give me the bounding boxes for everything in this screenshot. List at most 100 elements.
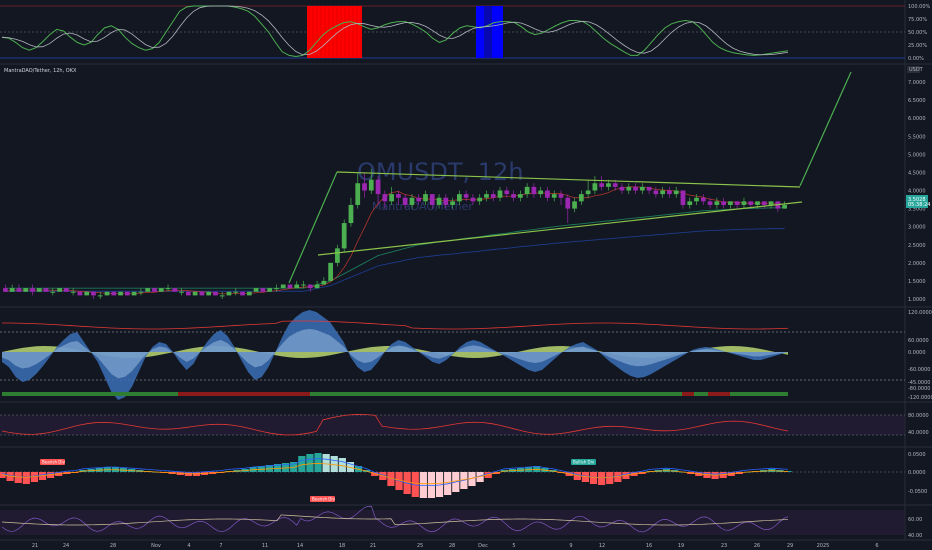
- macd-bar: [6, 472, 14, 481]
- candle-body: [667, 190, 672, 195]
- candle-body: [545, 190, 550, 198]
- candle-body: [599, 183, 605, 187]
- rsi-line: [1, 414, 789, 436]
- macd-bar: [468, 472, 476, 486]
- candle-body: [192, 291, 198, 296]
- time-axis-label: 4: [187, 543, 190, 549]
- macd-bar: [589, 472, 598, 484]
- candle-body: [294, 284, 300, 289]
- candle-body: [368, 179, 374, 191]
- candle-body: [206, 291, 212, 296]
- candle-body: [531, 186, 537, 195]
- candle-body: [578, 194, 584, 202]
- candle-body: [748, 201, 754, 205]
- bottom-osc-line: [1, 505, 789, 533]
- candle-body: [301, 284, 306, 286]
- candle-body: [429, 194, 435, 205]
- candle-body: [77, 291, 83, 296]
- candle-body: [158, 288, 164, 292]
- candle-body: [551, 194, 557, 198]
- candle-body: [734, 201, 740, 205]
- candle-body: [470, 197, 476, 202]
- candle-body: [504, 190, 510, 195]
- candle-body: [389, 194, 394, 202]
- candle-body: [111, 291, 117, 296]
- macd-tick-label: -0.0500: [908, 489, 927, 495]
- price-tick-label: 1.5000: [908, 279, 926, 285]
- candle-body: [213, 291, 218, 296]
- candle-body: [755, 201, 760, 205]
- candle-body: [402, 197, 408, 205]
- watermark-name: MantraDAO/Tether: [372, 200, 473, 213]
- candle-body: [741, 201, 747, 205]
- flagpole-line: [288, 171, 338, 284]
- macd-bar: [435, 472, 444, 497]
- price-tick-label: 4.0000: [908, 189, 926, 195]
- macd-bar: [14, 472, 22, 483]
- macd-bar: [281, 463, 290, 472]
- tick-label: 40.0000: [908, 430, 929, 436]
- candle-body: [274, 288, 279, 290]
- time-axis-label: Nov: [151, 543, 161, 549]
- macd-bar: [581, 472, 590, 482]
- candle-body: [443, 197, 449, 205]
- candle-body: [680, 190, 686, 205]
- currency-label: USDT: [909, 67, 924, 73]
- trend-bar-green: [694, 392, 708, 396]
- ma-mid-line: [5, 207, 785, 289]
- last-price-label: 3.5028: [908, 197, 926, 203]
- candle-body: [782, 204, 787, 209]
- candle-body: [382, 194, 388, 202]
- bottom-oscillator-panel: 60.00 40.00: [0, 505, 922, 539]
- candle-body: [768, 201, 774, 205]
- trend-bar-red: [178, 392, 310, 396]
- tick-label: 0.00%: [908, 56, 924, 62]
- candle-body: [416, 197, 422, 202]
- projection-line: [799, 71, 852, 187]
- candle-body: [606, 183, 611, 187]
- candle-body: [328, 262, 334, 281]
- candle-body: [287, 284, 293, 289]
- tick-label: 40.00: [908, 533, 922, 539]
- candle-body: [118, 291, 123, 296]
- candle-body: [355, 183, 361, 205]
- trend-bar-red: [682, 392, 694, 396]
- candle-body: [314, 284, 320, 289]
- candle-body: [138, 291, 144, 293]
- time-axis-label: 28: [110, 543, 116, 549]
- price-tick-label: 6.5000: [908, 98, 926, 104]
- bottom-osc-signal: [1, 514, 789, 526]
- candle-body: [267, 288, 273, 292]
- time-axis: 21 24 28 Nov 4 7 11 14 18 21 25 28 Dec 5 9 12 16 19 23 26 29…: [32, 543, 879, 549]
- rsi-band: [0, 415, 905, 435]
- watermark-symbol: OMUSDT, 12h: [357, 158, 524, 186]
- price-tick-label: 5.5000: [908, 134, 926, 140]
- candle-body: [592, 183, 598, 191]
- candle-body: [484, 194, 489, 198]
- time-axis-label: 14: [297, 543, 303, 549]
- candle-body: [409, 197, 415, 205]
- price-tick-label: 3.0000: [908, 225, 926, 231]
- divergence-badge: [571, 459, 596, 465]
- candle-body: [375, 179, 381, 195]
- candle-body: [16, 288, 22, 292]
- candle-body: [524, 186, 530, 195]
- candle-body: [172, 288, 178, 292]
- candle-body: [165, 288, 171, 290]
- candle-body: [646, 186, 652, 191]
- candle-body: [707, 201, 713, 205]
- macd-bar: [306, 454, 314, 472]
- candle-body: [348, 204, 354, 224]
- candle-body: [585, 190, 591, 195]
- candle-body: [456, 194, 462, 202]
- time-axis-label: Dec: [478, 543, 488, 549]
- candle-body: [335, 248, 340, 263]
- last-price-badge: [906, 195, 928, 208]
- candle-body: [694, 197, 699, 202]
- price-tick-label: 4.5000: [908, 170, 926, 176]
- time-axis-label: 23: [721, 543, 727, 549]
- time-axis-label: 18: [339, 543, 345, 549]
- candle-body: [57, 288, 62, 292]
- candle-body: [253, 288, 259, 292]
